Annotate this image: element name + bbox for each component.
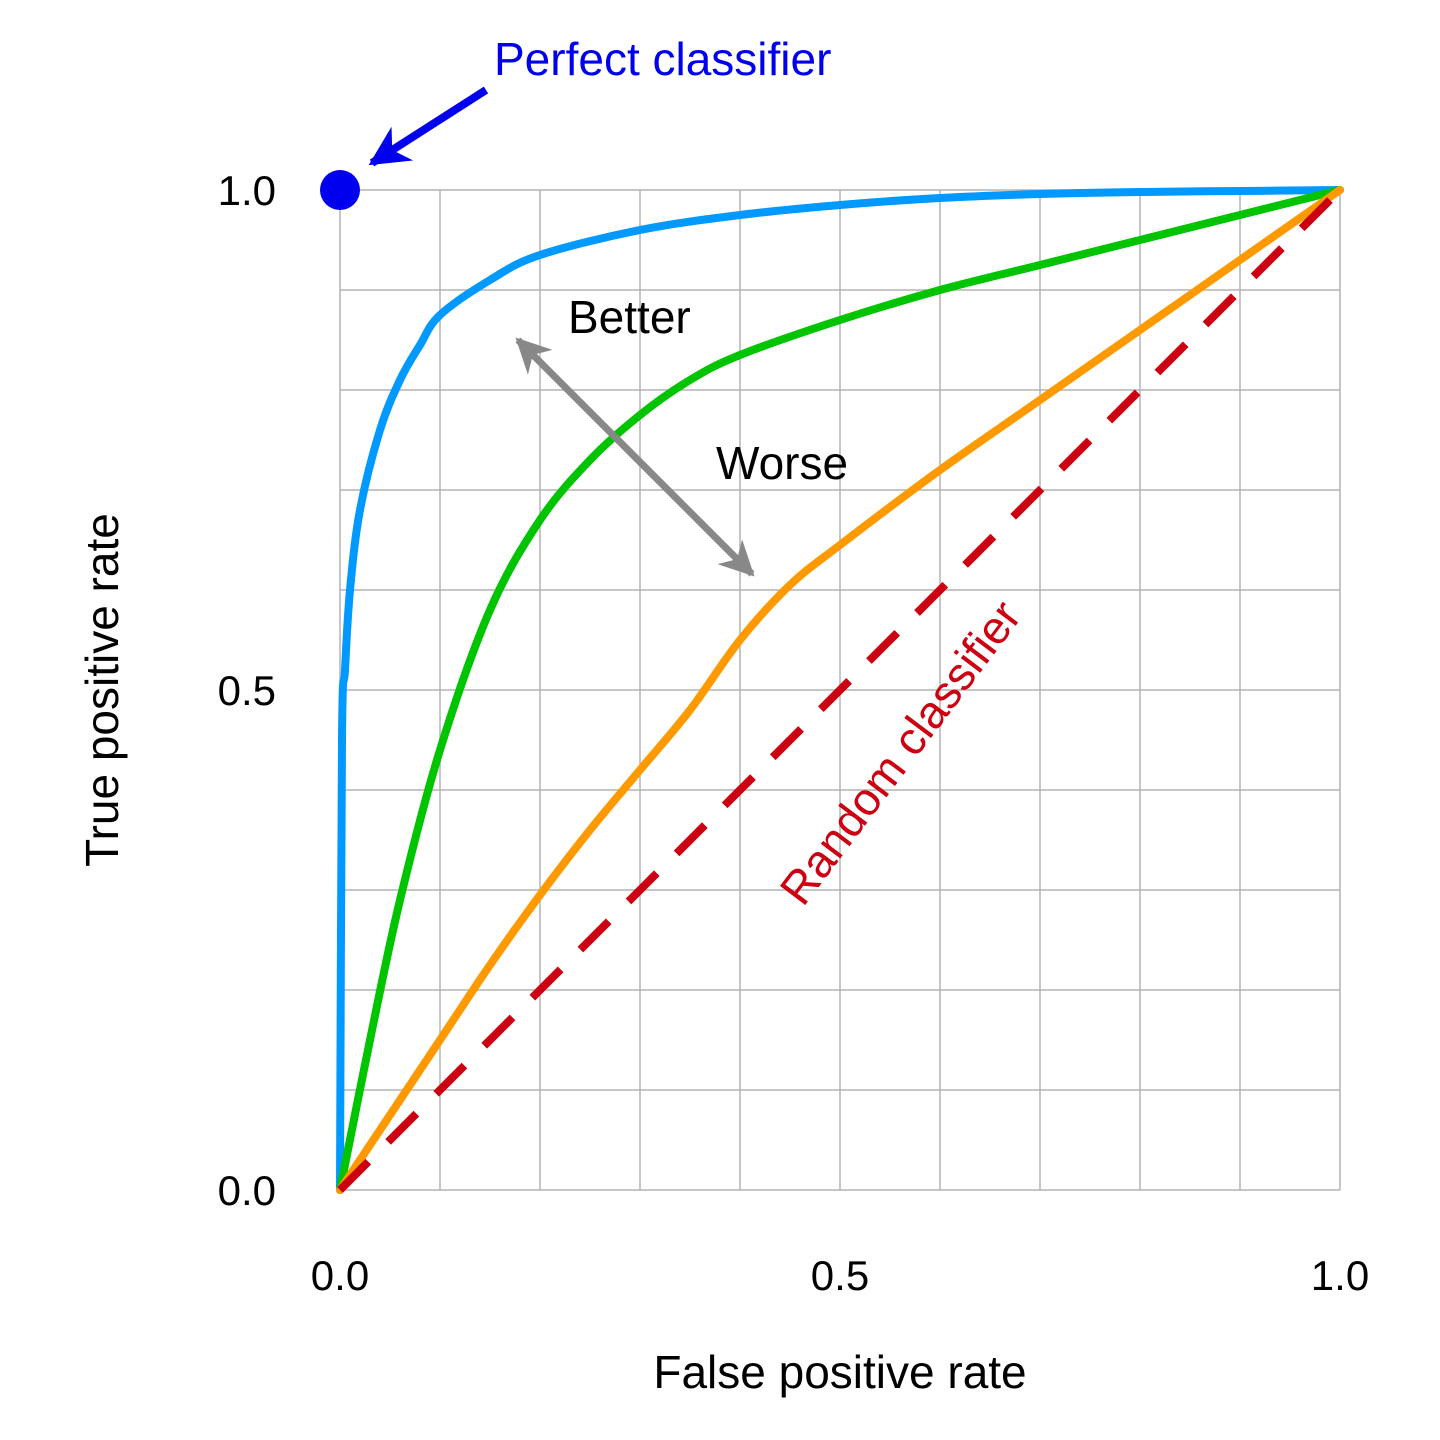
random-classifier-label: Random classifier — [769, 591, 1031, 914]
points-layer — [320, 170, 360, 210]
y-tick-label: 0.0 — [218, 1167, 276, 1214]
better-label: Better — [568, 291, 691, 343]
y-tick-label: 1.0 — [218, 167, 276, 214]
x-axis-label: False positive rate — [653, 1346, 1026, 1398]
y-axis-label: True positive rate — [76, 513, 128, 867]
random-classifier-line — [337, 187, 1343, 1193]
roc-curve-blue — [336, 186, 1344, 1194]
x-tick-label: 0.5 — [811, 1252, 869, 1299]
perfect-classifier-label: Perfect classifier — [494, 33, 831, 85]
x-tick-label: 1.0 — [1311, 1252, 1369, 1299]
perfect-classifier-point — [320, 170, 360, 210]
perfect-classifier-arrow — [368, 86, 489, 167]
y-tick-label: 0.5 — [218, 667, 276, 714]
worse-label: Worse — [716, 437, 848, 489]
better-worse-arrow — [515, 337, 755, 577]
x-tick-label: 0.0 — [311, 1252, 369, 1299]
tick-labels: 0.0 0.5 1.0 0.0 0.5 1.0 — [218, 167, 1370, 1299]
roc-curve-orange — [336, 186, 1344, 1194]
